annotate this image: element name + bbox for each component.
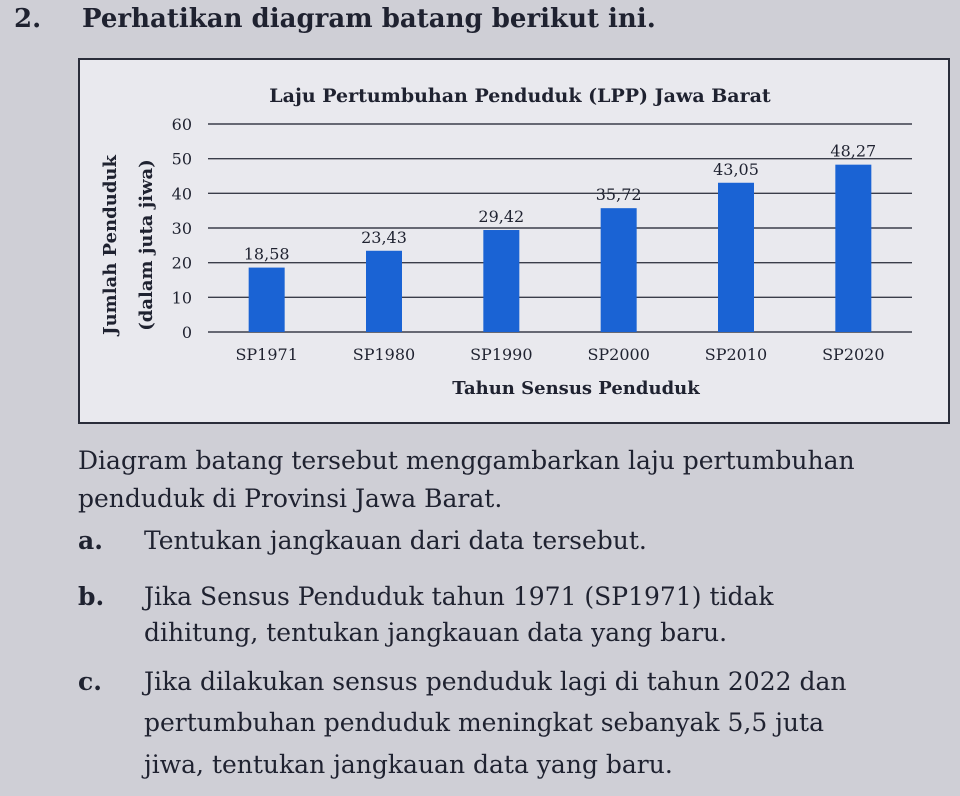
y-tick-label: 20 bbox=[172, 254, 192, 273]
y-tick-label: 50 bbox=[172, 150, 192, 169]
item-a-text: Tentukan jangkauan dari data tersebut. bbox=[144, 526, 647, 555]
item-c-text-line-2: pertumbuhan penduduk meningkat sebanyak … bbox=[144, 708, 824, 737]
bar bbox=[600, 208, 637, 332]
item-c-letter: c. bbox=[78, 667, 102, 696]
grid-lines bbox=[208, 123, 912, 333]
y-tick-label: 10 bbox=[172, 288, 192, 307]
description-line-2: penduduk di Provinsi Jawa Barat. bbox=[78, 484, 503, 513]
item-c-text-line-3: jiwa, tentukan jangkauan data yang baru. bbox=[144, 750, 673, 779]
y-tick-label: 30 bbox=[172, 219, 192, 238]
bar-value-label: 23,43 bbox=[361, 228, 407, 247]
y-tick-label: 60 bbox=[172, 115, 192, 134]
value-labels: 18,58 23,43 29,42 35,72 43,05 48,27 bbox=[244, 142, 876, 264]
bar-chart-panel: Laju Pertumbuhan Penduduk (LPP) Jawa Bar… bbox=[78, 58, 950, 424]
bar bbox=[483, 230, 520, 332]
bar-value-label: 18,58 bbox=[244, 245, 290, 264]
y-tick-label: 0 bbox=[182, 323, 192, 342]
x-tick-label: SP2010 bbox=[705, 345, 767, 364]
bar bbox=[835, 164, 872, 332]
x-tick-label: SP2020 bbox=[822, 345, 884, 364]
bar-value-label: 29,42 bbox=[478, 207, 524, 226]
bar bbox=[248, 267, 285, 332]
y-tick-labels: 0 10 20 30 40 50 60 bbox=[172, 115, 192, 342]
item-c-text-line-1: Jika dilakukan sensus penduduk lagi di t… bbox=[144, 667, 847, 696]
bar-chart: Laju Pertumbuhan Penduduk (LPP) Jawa Bar… bbox=[100, 85, 912, 399]
y-tick-label: 40 bbox=[172, 184, 192, 203]
bars bbox=[248, 164, 872, 332]
item-b-text-line-2: dihitung, tentukan jangkauan data yang b… bbox=[144, 618, 728, 647]
x-tick-labels: SP1971 SP1980 SP1990 SP2000 SP2010 SP2020 bbox=[235, 345, 884, 364]
question-number: 2. bbox=[14, 4, 42, 34]
description-line-1: Diagram batang tersebut menggambarkan la… bbox=[78, 446, 855, 475]
bar-value-label: 43,05 bbox=[713, 160, 759, 179]
chart-title: Laju Pertumbuhan Penduduk (LPP) Jawa Bar… bbox=[269, 85, 771, 107]
bar bbox=[718, 182, 754, 332]
y-axis-label: Jumlah Penduduk bbox=[100, 155, 121, 337]
item-b-letter: b. bbox=[78, 582, 105, 611]
y-axis-sublabel: (dalam juta jiwa) bbox=[136, 159, 157, 330]
x-tick-label: SP1980 bbox=[353, 345, 415, 364]
bar bbox=[366, 250, 402, 332]
bar-value-label: 48,27 bbox=[830, 142, 876, 161]
x-tick-label: SP2000 bbox=[587, 345, 649, 364]
x-tick-label: SP1990 bbox=[470, 345, 532, 364]
item-b-text-line-1: Jika Sensus Penduduk tahun 1971 (SP1971)… bbox=[144, 582, 774, 611]
question-title: Perhatikan diagram batang berikut ini. bbox=[82, 4, 656, 34]
item-a-letter: a. bbox=[78, 526, 103, 555]
bar-value-label: 35,72 bbox=[596, 185, 642, 204]
x-tick-label: SP1971 bbox=[235, 345, 297, 364]
x-axis-label: Tahun Sensus Penduduk bbox=[452, 378, 700, 399]
